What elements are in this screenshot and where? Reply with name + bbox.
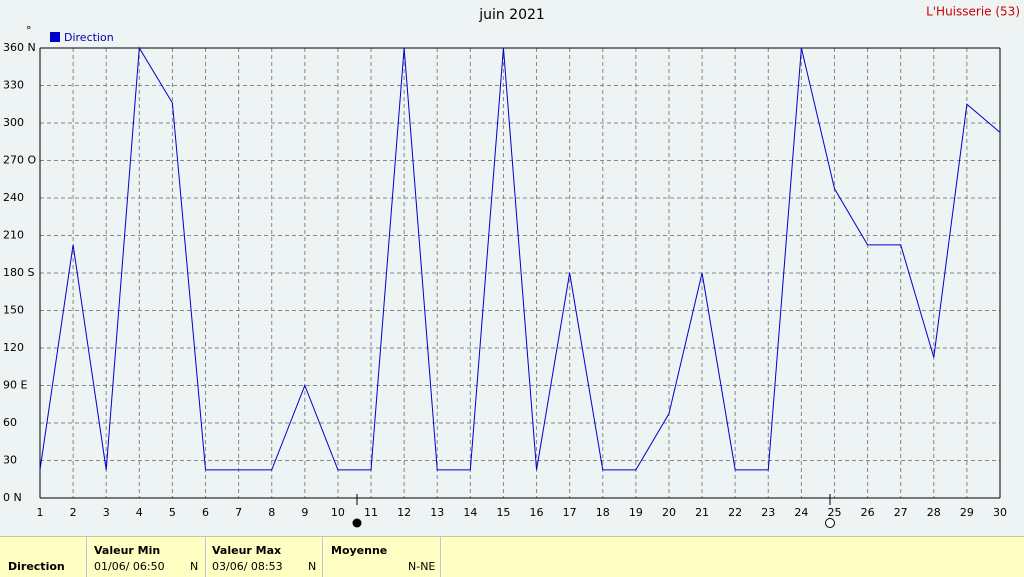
chart-title: juin 2021 (478, 7, 545, 23)
x-tick-label: 15 (496, 506, 510, 519)
x-tick-label: 16 (530, 506, 544, 519)
x-tick-label: 7 (235, 506, 242, 519)
x-tick-label: 29 (960, 506, 974, 519)
x-tick-label: 19 (629, 506, 643, 519)
x-tick-label: 27 (894, 506, 908, 519)
x-tick-label: 28 (927, 506, 941, 519)
column-header: Valeur Max (212, 544, 282, 557)
x-tick-label: 26 (861, 506, 875, 519)
x-tick-label: 5 (169, 506, 176, 519)
column-header: Moyenne (331, 544, 388, 557)
x-tick-label: 17 (563, 506, 577, 519)
row-label: Direction (8, 560, 65, 573)
x-tick-label: 23 (761, 506, 775, 519)
station-name: L'Huisserie (53) (926, 5, 1020, 19)
y-tick-label: 210 (3, 229, 24, 242)
y-tick-label: 240 (3, 191, 24, 204)
x-tick-label: 4 (136, 506, 143, 519)
legend-swatch (50, 32, 60, 42)
x-tick-label: 2 (70, 506, 77, 519)
x-tick-label: 12 (397, 506, 411, 519)
y-tick-label: 90 E (3, 379, 27, 392)
column-header: Valeur Min (94, 544, 161, 557)
y-tick-label: 330 (3, 79, 24, 92)
x-tick-label: 22 (728, 506, 742, 519)
y-tick-label: 0 N (3, 491, 22, 504)
separator (322, 537, 324, 577)
x-tick-label: 8 (268, 506, 275, 519)
y-tick-label: 150 (3, 304, 24, 317)
x-tick-label: 11 (364, 506, 378, 519)
y-tick-label: 270 O (3, 154, 36, 167)
x-tick-label: 6 (202, 506, 209, 519)
chart: juin 2021 L'Huisserie (53) ° 0 N 30 60 90 E… (3, 5, 1020, 528)
x-tick-label: 10 (331, 506, 345, 519)
min-value: N (190, 560, 199, 573)
x-tick-label: 9 (301, 506, 308, 519)
y-tick-label: 60 (3, 416, 17, 429)
separator (205, 537, 207, 577)
separator (86, 537, 88, 577)
legend-label: Direction (64, 31, 114, 44)
x-tick-label: 20 (662, 506, 676, 519)
y-tick-label: 30 (3, 454, 17, 467)
x-tick-label: 25 (827, 506, 841, 519)
y-tick-label: 180 S (3, 266, 34, 279)
y-tick-label: 300 (3, 116, 24, 129)
min-date: 01/06/ 06:50 (94, 560, 165, 573)
data-line (39, 46, 1001, 471)
x-tick-label: 13 (430, 506, 444, 519)
x-tick-label: 14 (463, 506, 477, 519)
x-tick-label: 30 (993, 506, 1007, 519)
y-tick-label: 120 (3, 341, 24, 354)
x-tick-label: 18 (596, 506, 610, 519)
y-tick-label: 360 N (3, 41, 36, 54)
mean-value: N-NE (408, 560, 436, 573)
x-tick-label: 21 (695, 506, 709, 519)
separator (440, 537, 442, 577)
x-tick-label: 3 (103, 506, 110, 519)
max-date: 03/06/ 08:53 (212, 560, 283, 573)
x-tick-label: 1 (37, 506, 44, 519)
new-moon-icon (352, 518, 362, 528)
y-unit: ° (26, 24, 32, 37)
full-moon-icon (825, 518, 835, 528)
max-value: N (308, 560, 317, 573)
x-tick-label: 24 (794, 506, 808, 519)
summary-panel: Direction Valeur Min 01/06/ 06:50 N Vale… (0, 536, 1024, 577)
